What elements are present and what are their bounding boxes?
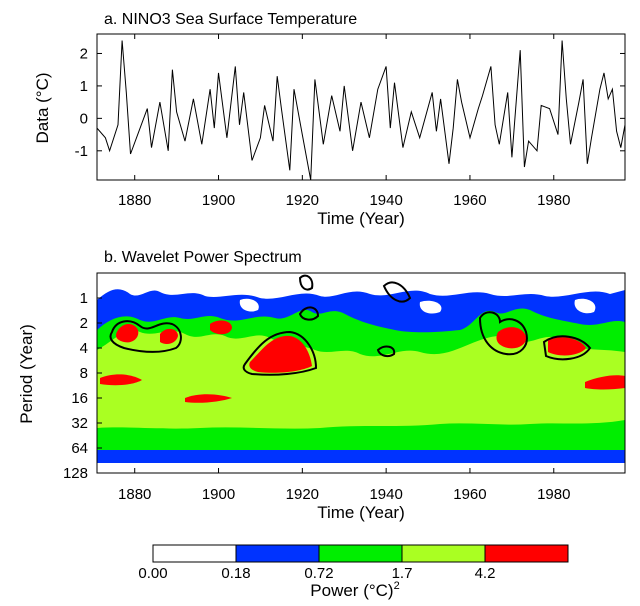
panel-a-ytick-label: -1 [75, 143, 88, 160]
panel-a-xtick-label: 1880 [118, 192, 151, 209]
panel-a-ytick-label: 0 [80, 110, 88, 127]
colorbar-tick-label: 0.72 [304, 565, 333, 582]
colorbar-tick-label: 0.18 [221, 565, 250, 582]
power-band-blue-96 [97, 450, 625, 463]
significance-contour-7 [382, 281, 412, 303]
significance-contour-8 [298, 274, 314, 291]
significance-contour-1 [109, 320, 182, 353]
power-peak-red-8 [585, 375, 625, 390]
colorbar-tick-label: 4.2 [475, 565, 496, 582]
colorbar-swatch [318, 544, 403, 563]
colorbar-label: Power (°C)2 [310, 580, 399, 600]
power-peak-red-3 [210, 320, 232, 335]
panel-a-ylabel: Data (°C) [33, 72, 52, 143]
significance-contour-6 [298, 306, 320, 321]
power-peak-red-1 [116, 324, 139, 343]
colorbar: 0.00 0.18 0.72 1.7 4.2 Power (°C)2 [138, 544, 569, 600]
significance-contour-3 [478, 311, 528, 356]
panel-b: b. Wavelet Power Spectrum [17, 249, 626, 522]
panel-b-xlabel: Time (Year) [317, 503, 405, 522]
power-band-green-64 [97, 440, 625, 450]
panel-b-ytick-label: 4 [80, 340, 88, 357]
significance-contour-4 [542, 335, 592, 361]
colorbar-swatch [484, 544, 569, 563]
colorbar-swatch [152, 544, 237, 563]
panel-b-ylabel: Period (Year) [17, 324, 36, 424]
panel-a-xtick-label: 1980 [537, 192, 570, 209]
panel-a-xlabel: Time (Year) [317, 209, 405, 228]
panel-a-title: a. NINO3 Sea Surface Temperature [104, 11, 357, 28]
power-peak-red-6 [496, 327, 527, 349]
colorbar-swatch [235, 544, 320, 563]
power-peak-red-9 [185, 394, 232, 403]
panel-a-xtick-label: 1960 [453, 192, 486, 209]
panel-b-ytick-label: 32 [71, 415, 88, 432]
power-peak-red-2 [160, 328, 178, 344]
panel-b-ytick-label: 1 [80, 290, 88, 307]
panel-b-xtick-label: 1880 [118, 486, 151, 503]
panel-b-xtick-label: 1920 [286, 486, 319, 503]
panel-a-ytick-label: 2 [80, 45, 88, 62]
colorbar-tick-label: 0.00 [138, 565, 167, 582]
panel-a-ytick-label: 1 [80, 78, 88, 95]
panel-b-ytick-label: 128 [63, 465, 88, 482]
panel-b-title: b. Wavelet Power Spectrum [104, 249, 302, 266]
panel-a-xtick-label: 1920 [286, 192, 319, 209]
power-peak-red-4 [249, 335, 312, 373]
panel-b-ytick-label: 2 [80, 315, 88, 332]
significance-contour-5 [376, 345, 396, 358]
panel-b-xtick-label: 1900 [202, 486, 235, 503]
panel-a: a. NINO3 Sea Surface Temperature 1880 190… [33, 11, 626, 228]
power-peak-red-5 [100, 374, 142, 386]
colorbar-swatch [401, 544, 486, 563]
power-band-white-128 [97, 463, 625, 473]
panel-b-xtick-label: 1960 [453, 486, 486, 503]
power-peak-red-7 [548, 337, 586, 356]
panel-a-xtick-label: 1940 [369, 192, 402, 209]
panel-b-xtick-label: 1980 [537, 486, 570, 503]
panel-b-ytick-label: 8 [80, 365, 88, 382]
power-gap-white-3 [574, 298, 596, 314]
power-gap-white-1 [239, 298, 259, 312]
significance-contour-2 [242, 330, 318, 376]
wavelet-power-field [97, 273, 625, 473]
panel-a-frame [96, 33, 626, 181]
sst-series-line [97, 40, 625, 180]
panel-b-ytick-label: 16 [71, 390, 88, 407]
colorbar-tick-label: 1.7 [392, 565, 413, 582]
panel-b-xtick-label: 1940 [369, 486, 402, 503]
power-gap-white-2 [419, 300, 442, 314]
panel-b-ytick-label: 64 [71, 440, 88, 457]
power-level-yellow [97, 330, 625, 429]
panel-a-xtick-label: 1900 [202, 192, 235, 209]
